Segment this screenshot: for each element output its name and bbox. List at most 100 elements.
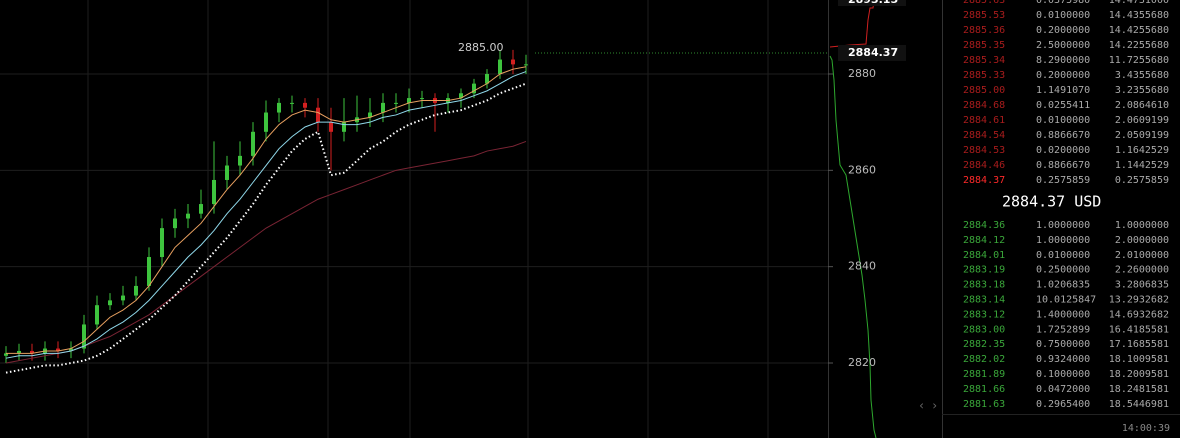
book-total: 16.4185581 [1109,324,1169,335]
book-amount: 10.0125847 [1036,295,1096,306]
book-total: 2.0609199 [1115,115,1169,126]
book-total: 1.0000000 [1115,220,1169,231]
book-price: 2884.53 [963,145,1005,156]
book-price: 2883.18 [963,280,1005,291]
book-amount: 0.8866670 [1036,130,1090,141]
book-price: 2884.68 [963,100,1005,111]
book-total: 18.2009581 [1109,369,1169,380]
book-price: 2881.63 [963,399,1005,410]
price-tick-label: 2880 [848,67,876,80]
candle-body [316,107,320,123]
candle-body [212,179,216,205]
book-amount: 0.0255411 [1036,100,1090,111]
book-price: 2884.46 [963,160,1005,171]
book-total: 2.2600000 [1115,265,1169,276]
nav-next[interactable]: › [931,399,938,413]
book-amount: 0.0375980 [1036,0,1090,6]
book-amount: 0.2500000 [1036,265,1090,276]
indicator-mid [5,71,527,359]
book-amount: 0.0100000 [1036,250,1090,261]
book-price: 2885.33 [963,70,1005,81]
book-total: 11.7255680 [1109,55,1169,66]
candle-body [56,348,60,351]
top-price-box [838,0,906,6]
book-amount: 0.2575859 [1036,175,1090,186]
book-price: 2884.01 [963,250,1005,261]
candle-body [108,300,112,306]
book-total: 1.1642529 [1115,145,1169,156]
book-amount: 0.0100000 [1036,115,1090,126]
book-amount: 0.8866670 [1036,160,1090,171]
book-amount: 1.4000000 [1036,309,1090,320]
vertical-grid [87,0,769,438]
book-price: 2885.53 [963,10,1005,21]
book-total: 3.2355680 [1115,85,1169,96]
book-amount: 8.2900000 [1036,55,1090,66]
book-amount: 1.0000000 [1036,220,1090,231]
book-total: 2.0000000 [1115,235,1169,246]
book-amount: 0.2000000 [1036,25,1090,36]
book-price: 2883.12 [963,309,1005,320]
book-total: 14.4255680 [1109,25,1169,36]
candle-body [238,155,242,166]
depth-asks [829,0,875,48]
book-price: 2885.00 [963,85,1005,96]
book-price: 2882.35 [963,339,1005,350]
candle-body [498,59,502,74]
book-amount: 1.0000000 [1036,235,1090,246]
book-amount: 0.9324000 [1036,354,1090,365]
candle-body [368,112,372,118]
candle-body [264,112,268,132]
indicator-slow [5,140,527,364]
candle-body [82,324,86,349]
candle-body [173,218,177,229]
book-price: 2885.35 [963,40,1005,51]
book-total: 3.2806835 [1115,280,1169,291]
book-total: 1.1442529 [1115,160,1169,171]
candle-body [69,348,73,351]
candle-body [186,213,190,219]
book-total: 2.0509199 [1115,130,1169,141]
high-label: 2885.00 [458,41,504,54]
indicator-sar [5,82,527,374]
nav-prev[interactable]: ‹ [918,399,925,413]
book-amount: 0.0100000 [1036,10,1090,21]
book-price: 2881.89 [963,369,1005,380]
current-price-label: 2884.37 [848,46,898,59]
book-price: 2883.14 [963,295,1005,306]
book-total: 3.4355680 [1115,70,1169,81]
book-amount: 0.0200000 [1036,145,1090,156]
candle-body [4,353,8,356]
book-total: 0.2575859 [1115,175,1169,186]
book-price: 2884.37 [963,175,1005,186]
book-price: 2884.61 [963,115,1005,126]
book-amount: 1.1491070 [1036,85,1090,96]
book-total: 13.2932682 [1109,295,1169,306]
book-total: 14.4355680 [1109,10,1169,21]
candle-body [251,131,255,156]
book-total: 2.0100000 [1115,250,1169,261]
book-amount: 1.0206835 [1036,280,1090,291]
book-price: 2885.34 [963,55,1005,66]
book-amount: 0.2965400 [1036,399,1090,410]
candle-body [407,98,411,103]
book-total: 18.1009581 [1109,354,1169,365]
book-amount: 0.2000000 [1036,70,1090,81]
candle-body [524,64,528,66]
candle-body [290,102,294,104]
top-price-label: 2893.15 [848,0,898,6]
candle-body [160,228,164,258]
candle-body [225,165,229,180]
book-total: 18.5446981 [1109,399,1169,410]
depth-bids [829,55,877,438]
candle-body [329,122,333,132]
book-price: 2884.54 [963,130,1005,141]
book-total: 14.4731000 [1109,0,1169,6]
mid-price: 2884.37 USD [1002,193,1101,211]
book-amount: 2.5000000 [1036,40,1090,51]
candle-body [511,59,515,65]
price-tick-label: 2820 [848,356,876,369]
indicator-fast [6,66,527,354]
candle-body [420,98,424,100]
